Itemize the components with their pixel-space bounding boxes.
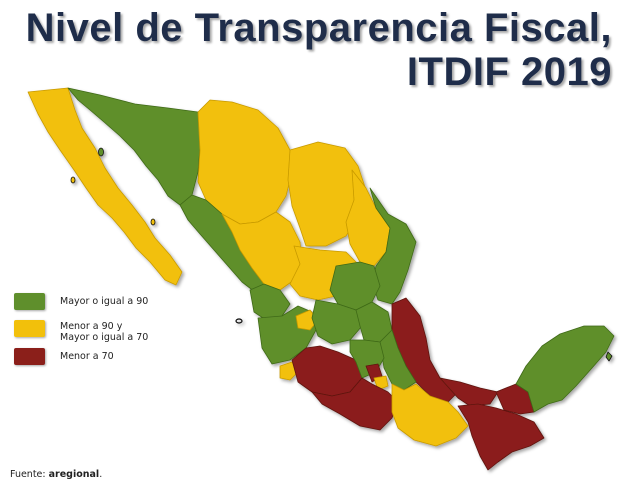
region-yucatan-peninsula <box>515 325 615 413</box>
island-tiburon <box>98 147 104 157</box>
map-title-line2: ITDIF 2019 <box>406 50 612 94</box>
source-note: Fuente: aregional. <box>10 469 103 480</box>
legend: Mayor o igual a 90 Menor a 90 y Mayor o … <box>14 290 204 370</box>
legend-swatch-high <box>14 293 45 310</box>
legend-label-low: Menor a 70 <box>60 351 114 362</box>
source-name: aregional <box>48 469 100 480</box>
region-tamaulipas <box>369 187 417 305</box>
legend-label-high: Mayor o igual a 90 <box>60 296 149 307</box>
island-carmen <box>150 218 156 226</box>
legend-swatch-low <box>14 348 45 365</box>
map-title-line1: Nivel de Transparencia Fiscal, <box>25 6 612 50</box>
region-chihuahua <box>197 99 293 225</box>
legend-label-mid: Menor a 90 y Mayor o igual a 70 <box>60 321 149 343</box>
region-oaxaca <box>391 383 469 447</box>
region-baja-california <box>27 87 183 286</box>
island-cozumel <box>605 351 613 362</box>
region-nayarit <box>249 283 291 321</box>
region-puebla <box>379 329 417 391</box>
legend-item-high: Mayor o igual a 90 <box>14 293 148 310</box>
legend-item-low: Menor a 70 <box>14 348 114 365</box>
legend-item-mid: Menor a 90 y Mayor o igual a 70 <box>14 320 148 343</box>
island-cedros <box>70 176 76 184</box>
region-tabasco <box>439 377 499 407</box>
legend-swatch-mid <box>14 320 45 337</box>
island-revillagigedo <box>235 318 243 324</box>
region-chiapas <box>457 403 545 471</box>
